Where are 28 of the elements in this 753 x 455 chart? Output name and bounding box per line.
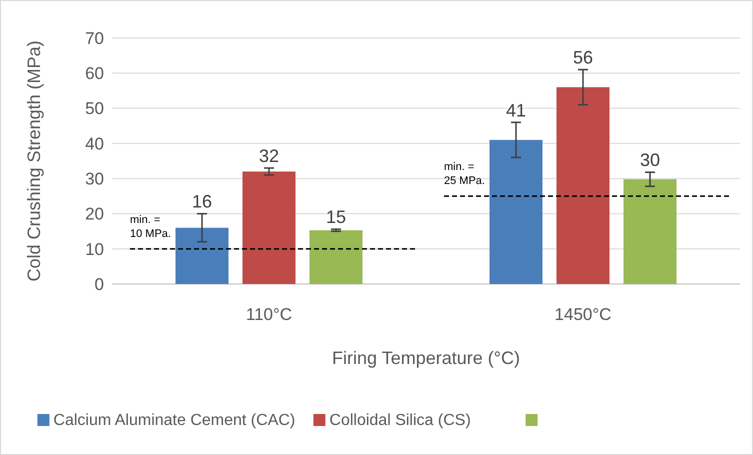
y-tick-label: 70 xyxy=(85,28,104,48)
ref-line-label: min. = 25 MPa. xyxy=(444,161,485,188)
bar xyxy=(310,230,362,284)
y-tick-label: 60 xyxy=(85,64,104,84)
bar xyxy=(490,140,542,284)
text: 30 xyxy=(640,150,660,170)
text: 56 xyxy=(572,48,594,68)
text: 41 xyxy=(506,100,526,120)
y-axis-title: Cold Crushing Strength (MPa) xyxy=(24,40,44,282)
y-tick-label: 10 xyxy=(85,240,104,259)
bar xyxy=(242,172,296,284)
text: 16 xyxy=(192,192,212,212)
legend-label: Calcium Aluminate Cement (CAC) xyxy=(53,412,296,429)
legend-label: Colloidal Silica (CS) xyxy=(329,412,471,429)
text: 32 xyxy=(258,146,280,166)
bar xyxy=(176,228,228,284)
y-tick-label: 30 xyxy=(85,170,104,189)
bar xyxy=(556,87,610,284)
text: 15 xyxy=(326,207,346,228)
y-tick-label: 0 xyxy=(94,274,104,294)
bar xyxy=(624,179,676,284)
y-tick-label: 20 xyxy=(85,204,104,224)
ref-line-label: min. = 10 MPa. xyxy=(130,214,171,240)
y-tick-label: 50 xyxy=(85,99,104,118)
x-tick-label: 1450°C xyxy=(554,305,612,324)
y-tick-label: 40 xyxy=(85,134,104,154)
x-tick-label: 110°C xyxy=(246,305,292,324)
x-axis-title: Firing Temperature (°C) xyxy=(332,348,520,368)
